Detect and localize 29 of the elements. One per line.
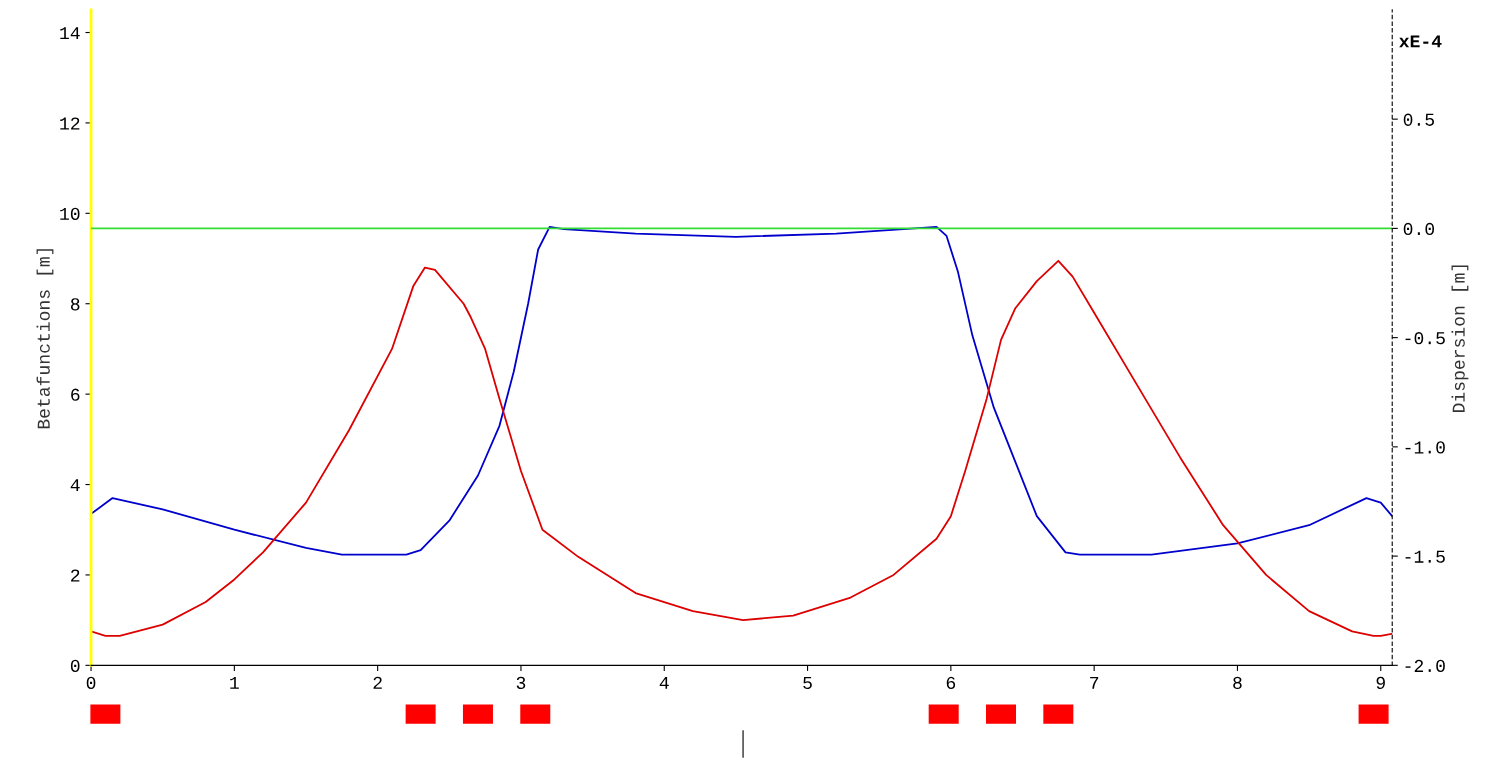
- y-tick-label: 12: [60, 117, 80, 130]
- y-tick-label: 4: [70, 479, 80, 492]
- y2-tick-label: -1.0: [1405, 441, 1445, 454]
- y-tick-label: 6: [71, 388, 80, 401]
- x-tick-label: 3: [516, 676, 526, 690]
- y-tick-label: 8: [70, 298, 80, 311]
- y-tick-label: 14: [60, 27, 80, 40]
- x-tick-label: 2: [373, 676, 382, 689]
- y-tick-label: 2: [71, 569, 80, 582]
- x-tick-label: 4: [659, 676, 669, 689]
- x-tick-label: 1: [230, 676, 239, 689]
- x-tick-label: 9: [1376, 676, 1385, 690]
- x-tick-label: 5: [803, 676, 812, 690]
- y2-tick-label: -1.5: [1405, 550, 1445, 563]
- y2-tick-label: -2.0: [1405, 659, 1445, 673]
- y2-tick-label: -0.5: [1405, 332, 1445, 345]
- x-tick-label: 7: [1090, 676, 1099, 689]
- y2-tick-label: 0.5: [1403, 113, 1434, 126]
- text: xE-4: [1399, 35, 1442, 48]
- line-series: [91, 259, 1393, 637]
- y2-tick-label: 0.0: [1403, 222, 1435, 236]
- y2-axis-title: Dispersion [m]: [1451, 265, 1469, 413]
- x-tick-label: 0: [86, 676, 96, 690]
- x-tick-label: 8: [1233, 676, 1242, 690]
- y-axis-title: Betafunctions [m]: [36, 249, 54, 429]
- line-series: [91, 225, 1393, 556]
- y-tick-label: 10: [60, 207, 80, 221]
- x-tick-label: 6: [946, 676, 956, 690]
- y-tick-label: 0: [70, 659, 80, 673]
